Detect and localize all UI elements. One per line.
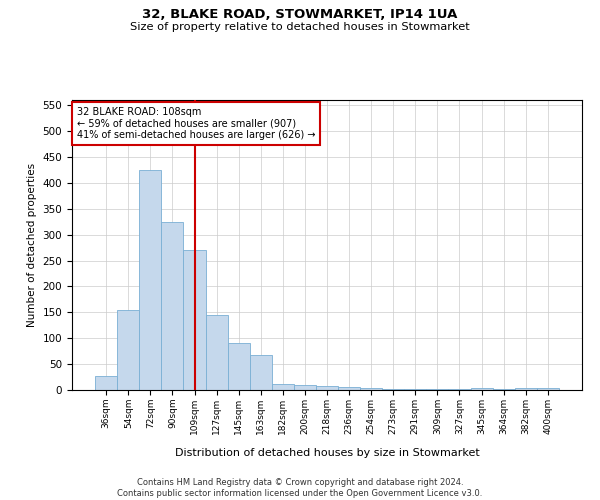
Y-axis label: Number of detached properties: Number of detached properties [27,163,37,327]
Text: 32, BLAKE ROAD, STOWMARKET, IP14 1UA: 32, BLAKE ROAD, STOWMARKET, IP14 1UA [142,8,458,20]
Bar [338,388,360,390]
Bar [382,389,404,390]
Bar [184,250,206,390]
Text: 32 BLAKE ROAD: 108sqm
← 59% of detached houses are smaller (907)
41% of semi-det: 32 BLAKE ROAD: 108sqm ← 59% of detached … [77,108,316,140]
Bar [117,310,139,390]
Bar [161,222,184,390]
Bar [470,388,493,390]
Text: Distribution of detached houses by size in Stowmarket: Distribution of detached houses by size … [175,448,479,458]
Bar [360,388,382,390]
Bar [316,386,338,390]
Bar [272,384,294,390]
Bar [515,388,537,390]
Text: Contains HM Land Registry data © Crown copyright and database right 2024.
Contai: Contains HM Land Registry data © Crown c… [118,478,482,498]
Bar [227,344,250,390]
Bar [95,376,117,390]
Bar [294,385,316,390]
Bar [139,170,161,390]
Bar [250,355,272,390]
Text: Size of property relative to detached houses in Stowmarket: Size of property relative to detached ho… [130,22,470,32]
Bar [206,315,227,390]
Bar [537,388,559,390]
